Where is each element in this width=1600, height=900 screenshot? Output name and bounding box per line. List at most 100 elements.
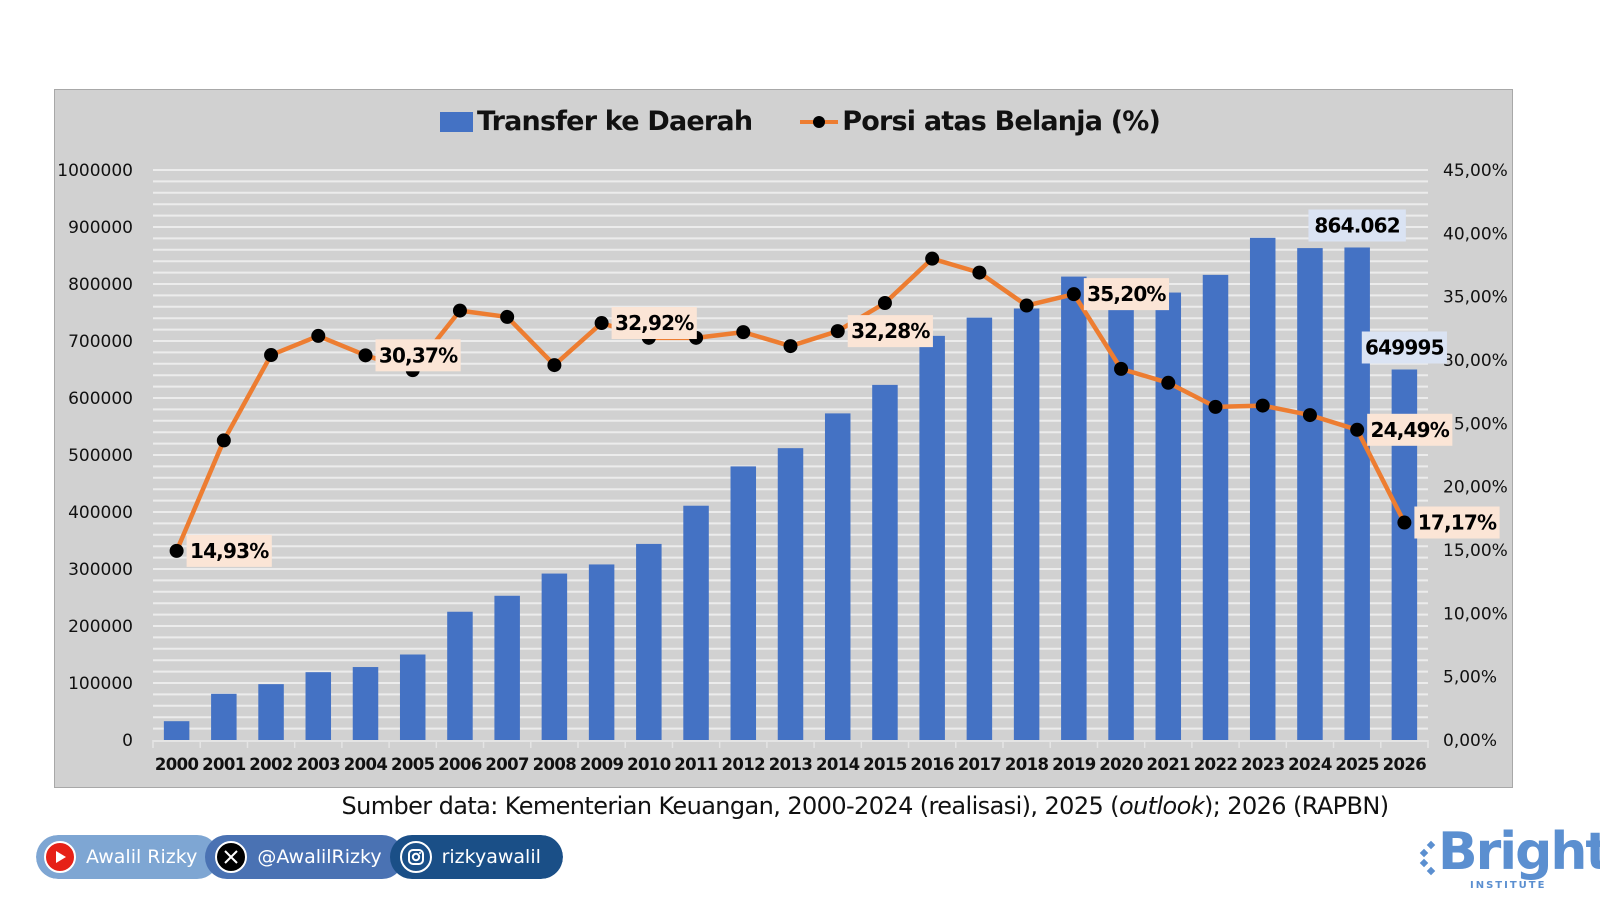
x-tick-label: 2010 — [627, 755, 671, 774]
data-label-box — [1414, 506, 1500, 539]
x-tick-label: 2022 — [1194, 755, 1238, 774]
y-left-tick-label: 400000 — [68, 503, 133, 523]
data-label-box — [1083, 278, 1170, 311]
y-left-tick-label: 500000 — [68, 446, 133, 466]
x-tick-label: 2000 — [155, 755, 199, 774]
x-tick-label: 2017 — [958, 755, 1002, 774]
x-tick-label: 2026 — [1383, 755, 1427, 774]
bar — [683, 505, 709, 740]
bar — [211, 693, 237, 740]
x-link[interactable]: @AwalilRizky — [205, 835, 404, 879]
x-tick-label: 2013 — [769, 755, 813, 774]
y-right-tick-label: 10,00% — [1443, 604, 1508, 624]
legend-item-line: Porsi atas Belanja (%) — [800, 106, 1161, 137]
y-right-tick-label: 15,00% — [1443, 541, 1508, 561]
line-marker — [783, 339, 798, 354]
x-handle: @AwalilRizky — [257, 846, 382, 868]
bar — [636, 543, 662, 740]
data-label-box — [1361, 331, 1447, 364]
source-prefix: Sumber data: Kementerian Keuangan, 2000-… — [341, 792, 1119, 820]
bar — [872, 384, 898, 740]
bar — [1013, 308, 1040, 740]
legend-line-swatch — [800, 112, 839, 132]
data-label-text: 32,28% — [851, 319, 930, 343]
bar — [258, 684, 284, 740]
y-left-tick-label: 1000000 — [57, 161, 133, 181]
y-left-tick-label: 200000 — [68, 617, 133, 637]
line-data-label: 14,93% — [186, 534, 272, 567]
x-tick-label: 2024 — [1288, 755, 1332, 774]
y-left-tick-label: 700000 — [68, 332, 133, 352]
line-marker — [877, 296, 892, 310]
data-label-text: 17,17% — [1418, 511, 1497, 535]
line-marker — [925, 251, 940, 266]
source-note: Sumber data: Kementerian Keuangan, 2000-… — [0, 792, 1600, 820]
bar — [305, 672, 332, 740]
line-data-label: 32,92% — [611, 307, 697, 340]
line-marker — [1066, 287, 1081, 302]
x-tick-label: 2005 — [391, 755, 435, 774]
x-logo-icon — [215, 841, 248, 873]
logo-wordmark: Bright — [1438, 822, 1600, 882]
bar — [1108, 305, 1134, 740]
line-data-label: 30,37% — [375, 339, 461, 372]
y-right-tick-label: 0,00% — [1443, 731, 1497, 751]
data-label-box — [186, 534, 272, 567]
line-marker — [1114, 361, 1129, 376]
data-label-text: 35,20% — [1087, 282, 1166, 306]
instagram-link[interactable]: rizkyawalil — [389, 835, 563, 879]
line-marker — [1397, 515, 1412, 530]
data-label-text: 24,49% — [1371, 418, 1450, 442]
y-left-tick-label: 0 — [122, 731, 133, 751]
data-label-text: 32,92% — [615, 311, 694, 335]
bar — [163, 721, 190, 740]
line-marker — [500, 309, 515, 324]
x-tick-label: 2020 — [1099, 755, 1143, 774]
bar-data-label: 864.062 — [1308, 209, 1406, 242]
x-tick-label: 2021 — [1147, 755, 1191, 774]
instagram-handle: rizkyawalil — [441, 846, 541, 868]
bar — [1297, 248, 1323, 740]
bar — [399, 654, 426, 740]
data-label-box — [1367, 413, 1453, 446]
legend-item-bars: Transfer ke Daerah — [439, 106, 753, 137]
line-marker — [1302, 408, 1317, 423]
bar — [588, 564, 615, 740]
y-right-tick-label: 45,00% — [1443, 161, 1508, 181]
bar — [966, 317, 993, 740]
bar — [494, 595, 520, 740]
line-marker — [972, 265, 987, 280]
bar-data-label: 649995 — [1361, 331, 1447, 364]
line-marker — [594, 316, 609, 331]
y-left-tick-label: 800000 — [68, 275, 133, 295]
youtube-link[interactable]: Awalil Rizky — [36, 835, 220, 879]
y-right-tick-label: 20,00% — [1443, 478, 1508, 498]
line-marker — [452, 303, 467, 318]
bar — [1344, 247, 1370, 740]
line-marker — [216, 433, 231, 448]
bar — [541, 573, 568, 740]
y-left-tick-label: 300000 — [68, 560, 133, 580]
x-tick-label: 2023 — [1241, 755, 1285, 774]
y-right-tick-label: 40,00% — [1443, 224, 1508, 244]
data-label-box — [375, 339, 461, 372]
data-label-text: 864.062 — [1314, 213, 1400, 237]
line-marker — [1161, 375, 1176, 390]
logo-subtitle: INSTITUTE — [1470, 880, 1547, 891]
bar — [1061, 276, 1087, 740]
source-suffix: ); 2026 (RAPBN) — [1204, 792, 1389, 820]
line-marker — [1208, 399, 1223, 414]
y-left-tick-label: 600000 — [68, 389, 133, 409]
bar — [1202, 274, 1229, 740]
legend-bar-label: Transfer ke Daerah — [476, 106, 753, 137]
y-right-tick-label: 30,00% — [1443, 351, 1508, 371]
line-marker — [1350, 422, 1365, 437]
x-tick-label: 2018 — [1005, 755, 1049, 774]
y-right-tick-label: 35,00% — [1443, 288, 1508, 308]
x-tick-label: 2015 — [863, 755, 907, 774]
line-marker — [1019, 298, 1034, 313]
data-label-text: 14,93% — [190, 539, 269, 563]
bar — [777, 448, 804, 740]
bar — [1155, 292, 1182, 740]
